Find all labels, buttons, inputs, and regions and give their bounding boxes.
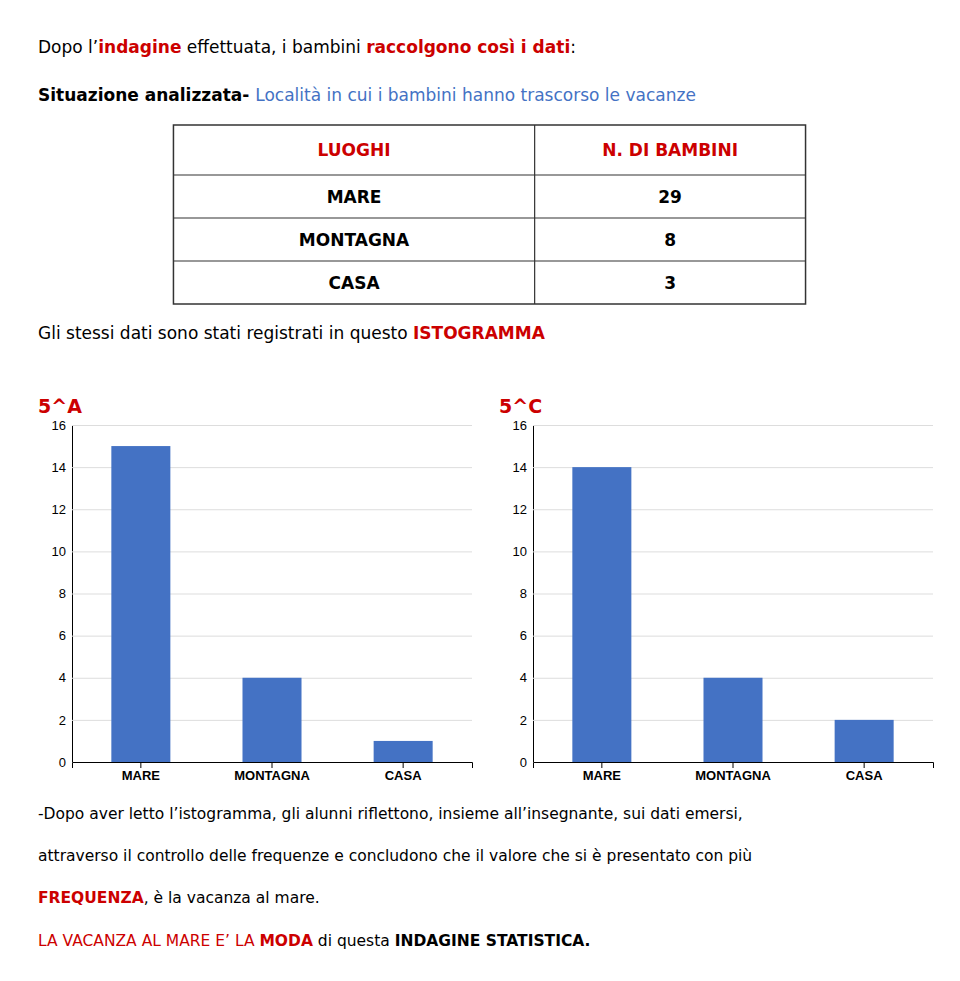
text-segment: Località in cui i bambini hanno trascors… xyxy=(255,85,696,105)
y-tick-label: 0 xyxy=(59,755,66,770)
x-axis-line xyxy=(73,763,473,769)
x-tick-label: CASA xyxy=(385,768,422,783)
text-segment: indagine xyxy=(98,37,181,57)
y-tick-label: 8 xyxy=(59,586,66,601)
x-tick-label: MONTAGNA xyxy=(234,768,310,783)
x-tick: MONTAGNA xyxy=(695,762,771,783)
bar xyxy=(111,446,170,762)
text-segment: MODA xyxy=(259,932,312,950)
x-tick: CASA xyxy=(385,762,422,783)
bar-chart: 0 2 4 6 8 10 12 14 16 MARE MONTAGNA CASA 5^C xyxy=(499,395,934,783)
x-tick-mark xyxy=(864,762,865,768)
y-tick: 16 xyxy=(52,418,472,433)
y-tick-label: 8 xyxy=(520,586,527,601)
text-segment: FREQUENZA xyxy=(38,889,144,907)
text-segment: Situazione analizzata- xyxy=(38,85,255,105)
y-tick-label: 2 xyxy=(520,713,527,728)
text-segment: effettuata, i bambini xyxy=(181,37,366,57)
y-tick-label: 6 xyxy=(59,628,66,643)
x-axis-line xyxy=(534,763,934,769)
x-tick-label: MARE xyxy=(122,768,161,783)
text-line: Situazione analizzata- Località in cui i… xyxy=(38,85,696,105)
text-line: LA VACANZA AL MARE E’ LA MODA di questa … xyxy=(38,932,590,950)
grid-line xyxy=(533,425,933,426)
x-tick-label: MARE xyxy=(583,768,622,783)
bars xyxy=(572,467,893,762)
y-tick-label: 14 xyxy=(52,460,66,475)
table-col-line xyxy=(534,125,535,304)
y-tick-label: 2 xyxy=(59,713,66,728)
table-header: LUOGHI xyxy=(318,140,391,160)
bar xyxy=(835,720,894,762)
text-segment: INDAGINE STATISTICA. xyxy=(395,932,591,950)
x-tick-mark xyxy=(733,762,734,768)
y-tick-label: 16 xyxy=(513,418,527,433)
text-segment: Dopo l’ xyxy=(38,37,98,57)
table-row-line xyxy=(173,174,805,175)
y-tick-label: 0 xyxy=(520,755,527,770)
text-segment: attraverso il controllo delle frequenze … xyxy=(38,847,752,865)
text-line: FREQUENZA, è la vacanza al mare. xyxy=(38,889,320,907)
y-tick-label: 16 xyxy=(52,418,66,433)
x-tick-label: CASA xyxy=(846,768,883,783)
table-cell: MONTAGNA xyxy=(299,230,410,250)
y-tick-label: 4 xyxy=(59,670,66,685)
chart-title: 5^A xyxy=(38,395,82,417)
x-tick-mark xyxy=(272,762,273,768)
x-axis: MARE MONTAGNA CASA xyxy=(73,762,473,783)
table-row-line xyxy=(173,260,805,261)
y-axis-line xyxy=(73,426,473,763)
bar xyxy=(374,741,433,762)
y-tick-label: 10 xyxy=(513,544,527,559)
bar-chart: 0 2 4 6 8 10 12 14 16 MARE MONTAGNA CASA 5^A xyxy=(38,395,473,783)
text-segment: di questa xyxy=(313,932,395,950)
x-tick-mark xyxy=(601,762,602,768)
table-cell: 3 xyxy=(664,273,676,293)
table: LUOGHI N. DI BAMBINI MARE 29 MONTAGNA 8 CASA 3 xyxy=(173,125,805,304)
x-tick-mark xyxy=(403,762,404,768)
text-segment: , è la vacanza al mare. xyxy=(144,889,320,907)
y-tick-label: 12 xyxy=(52,502,66,517)
text-line: attraverso il controllo delle frequenze … xyxy=(38,847,752,865)
y-tick-label: 4 xyxy=(520,670,527,685)
x-tick: MARE xyxy=(122,762,161,783)
y-axis: 0 2 4 6 8 10 12 14 16 xyxy=(52,418,472,770)
table-cell: MARE xyxy=(327,187,382,207)
text-line: -Dopo aver letto l’istogramma, gli alunn… xyxy=(38,805,743,823)
text-line: Gli stessi dati sono stati registrati in… xyxy=(38,323,546,343)
table-cell: 8 xyxy=(664,230,676,250)
y-tick: 16 xyxy=(513,418,933,433)
text-segment: ISTOGRAMMA xyxy=(413,323,546,343)
y-tick-label: 10 xyxy=(52,544,66,559)
y-tick-label: 12 xyxy=(513,502,527,517)
x-tick: CASA xyxy=(846,762,883,783)
x-tick-label: MONTAGNA xyxy=(695,768,771,783)
table-cell: CASA xyxy=(329,273,381,293)
page: Dopo l’indagine effettuata, i bambini ra… xyxy=(0,0,960,981)
bar xyxy=(572,467,631,762)
y-axis-line xyxy=(534,426,934,763)
grid-line xyxy=(72,425,472,426)
table-border xyxy=(173,125,805,304)
y-axis: 0 2 4 6 8 10 12 14 16 xyxy=(513,418,933,770)
text-segment: : xyxy=(570,37,576,57)
y-tick-label: 6 xyxy=(520,628,527,643)
text-segment: Gli stessi dati sono stati registrati in… xyxy=(38,323,413,343)
bar xyxy=(242,678,301,762)
table-cell: 29 xyxy=(658,187,682,207)
x-tick: MONTAGNA xyxy=(234,762,310,783)
text-segment: -Dopo aver letto l’istogramma, gli alunn… xyxy=(38,805,743,823)
bar xyxy=(703,678,762,762)
x-tick-mark xyxy=(140,762,141,768)
y-tick-label: 14 xyxy=(513,460,527,475)
x-axis: MARE MONTAGNA CASA xyxy=(534,762,934,783)
text-line: Dopo l’indagine effettuata, i bambini ra… xyxy=(38,37,576,57)
table-row-line xyxy=(173,217,805,218)
table-header: N. DI BAMBINI xyxy=(602,140,738,160)
chart-title: 5^C xyxy=(499,395,542,417)
text-segment: raccolgono così i dati xyxy=(366,37,570,57)
text-segment: LA VACANZA AL MARE E’ LA xyxy=(38,932,259,950)
bars xyxy=(111,446,432,762)
x-tick: MARE xyxy=(583,762,622,783)
